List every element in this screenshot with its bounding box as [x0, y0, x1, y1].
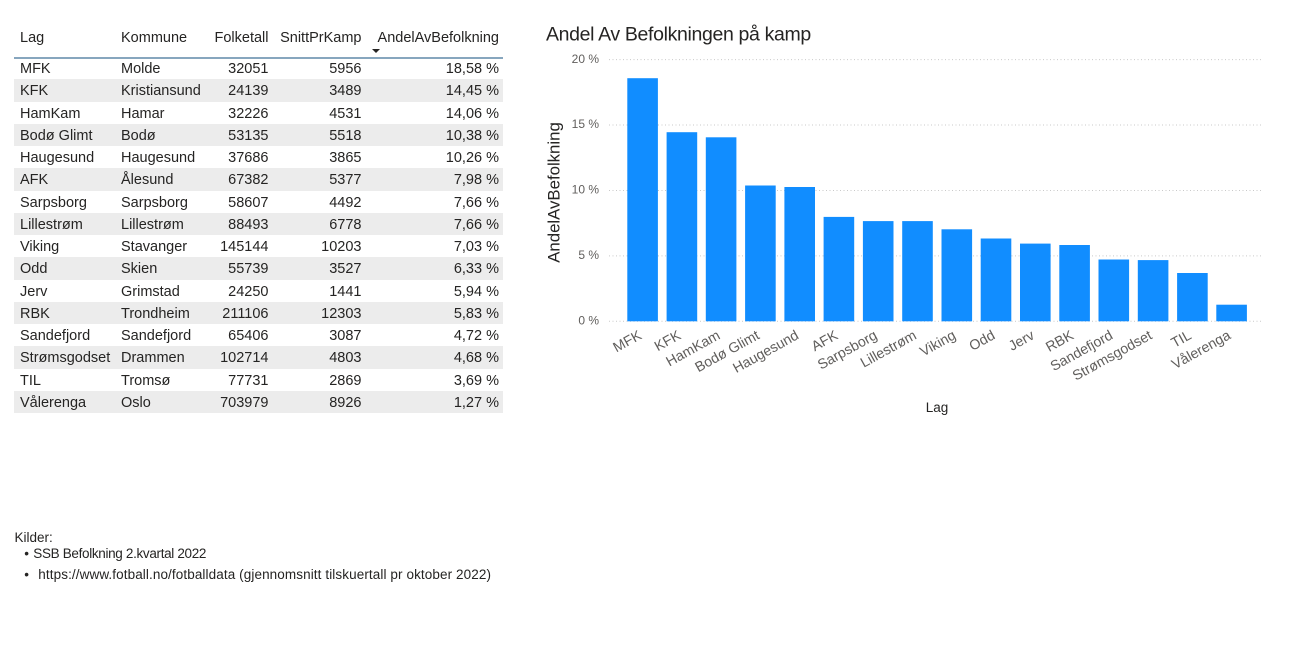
svg-text:20 %: 20 %: [572, 52, 600, 66]
svg-text:Jerv: Jerv: [1006, 327, 1038, 354]
svg-text:5 %: 5 %: [578, 248, 599, 262]
svg-text:Lag: Lag: [926, 400, 949, 415]
svg-text:10 %: 10 %: [572, 183, 600, 197]
svg-text:AndelAvBefolkning: AndelAvBefolkning: [545, 122, 564, 263]
svg-text:Odd: Odd: [967, 328, 998, 355]
svg-text:Viking: Viking: [917, 328, 958, 361]
svg-text:15 %: 15 %: [572, 117, 600, 131]
svg-text:Andel Av Befolkningen på kamp: Andel Av Befolkningen på kamp: [546, 24, 811, 46]
svg-text:MFK: MFK: [611, 327, 645, 356]
svg-text:0 %: 0 %: [578, 314, 599, 328]
